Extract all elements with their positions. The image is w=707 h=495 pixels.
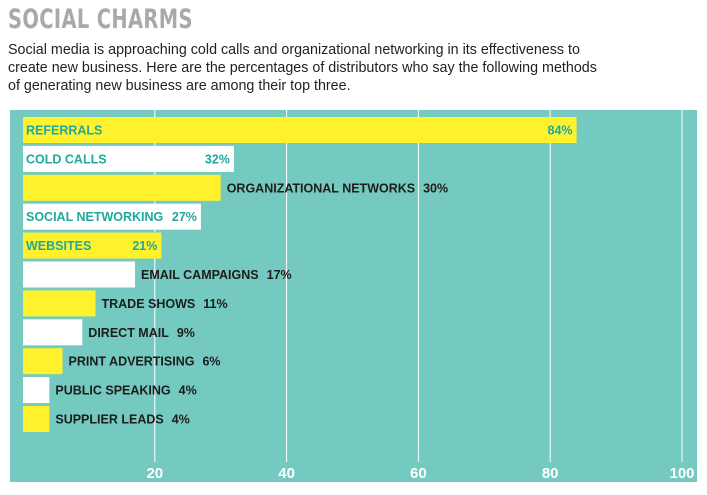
bar bbox=[23, 377, 50, 404]
bar bbox=[23, 232, 162, 259]
bar bbox=[23, 174, 221, 201]
x-tick-label: 40 bbox=[278, 465, 295, 482]
value-label: 9% bbox=[177, 326, 195, 340]
value-label: 32% bbox=[205, 152, 230, 166]
category-label: EMAIL CAMPAIGNS bbox=[141, 268, 259, 282]
bar bbox=[23, 290, 96, 317]
bar bbox=[23, 348, 63, 375]
plot-background bbox=[10, 110, 697, 482]
category-label: DIRECT MAIL bbox=[88, 326, 169, 340]
value-label: 4% bbox=[172, 413, 190, 427]
x-tick-label: 60 bbox=[410, 465, 427, 482]
value-label: 21% bbox=[132, 239, 157, 253]
value-label: 6% bbox=[202, 355, 220, 369]
category-label: COLD CALLS bbox=[26, 152, 107, 166]
bar bbox=[23, 261, 136, 288]
value-label: 4% bbox=[179, 384, 197, 398]
category-label: ORGANIZATIONAL NETWORKS bbox=[227, 181, 415, 195]
chart-title: SOCIAL CHARMS bbox=[8, 4, 193, 35]
chart-subtitle: Social media is approaching cold calls a… bbox=[8, 42, 597, 94]
x-tick-label: 80 bbox=[542, 465, 559, 482]
value-label: 84% bbox=[548, 124, 573, 138]
category-label: WEBSITES bbox=[26, 239, 91, 253]
bar bbox=[23, 406, 50, 432]
category-label: REFERRALS bbox=[26, 124, 102, 138]
category-label: PRINT ADVERTISING bbox=[69, 355, 195, 369]
category-label: SOCIAL NETWORKING bbox=[26, 210, 163, 224]
value-label: 27% bbox=[172, 210, 197, 224]
category-label: PUBLIC SPEAKING bbox=[55, 384, 170, 398]
value-label: 11% bbox=[203, 297, 227, 311]
bar bbox=[23, 203, 201, 230]
bar bbox=[23, 117, 577, 143]
bar bbox=[23, 145, 234, 172]
x-tick-label: 20 bbox=[146, 465, 163, 482]
value-label: 30% bbox=[423, 181, 448, 195]
x-tick-label: 100 bbox=[669, 465, 694, 482]
value-label: 17% bbox=[267, 268, 292, 282]
category-label: SUPPLIER LEADS bbox=[55, 413, 163, 427]
bar bbox=[23, 319, 83, 346]
category-label: TRADE SHOWS bbox=[101, 297, 195, 311]
